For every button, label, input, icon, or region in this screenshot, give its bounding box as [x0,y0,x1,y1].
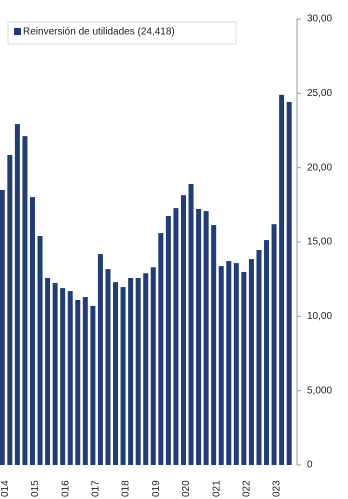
bar [279,94,285,465]
bar [173,208,179,465]
legend-swatch [14,28,21,35]
bar [37,236,43,465]
bar [143,273,149,465]
bar [0,189,5,465]
y-tick-label: 15,00 [307,237,332,248]
bar [7,155,13,465]
bar [75,299,81,465]
bar [286,101,292,466]
y-tick-label: 30,00 [307,14,332,25]
x-tick-label: 017 [91,480,102,497]
x-tick-label: 021 [211,480,222,497]
bar [248,259,254,465]
x-tick-label: 023 [272,480,283,497]
bar [264,240,270,465]
x-tick-label: 016 [60,480,71,497]
bar [188,184,194,465]
y-tick-label: 10,00 [307,311,332,322]
bar [150,267,156,465]
y-tick-label: 20,00 [307,162,332,173]
bar [135,277,141,465]
bar [241,272,247,465]
bar [82,297,88,465]
bar [196,208,202,465]
bar [52,283,58,465]
y-tick-label: 5,000 [307,385,332,396]
bar [218,266,224,465]
y-tick-label: 25,00 [307,88,332,99]
x-tick-label: 019 [151,480,162,497]
y-tick-label: 0 [307,460,313,471]
bar [67,291,73,465]
bar [29,197,35,465]
bar [105,269,111,465]
bar [203,211,209,465]
bar [180,195,186,466]
bar [14,124,20,465]
bar [256,250,262,465]
bar [271,224,277,465]
bar [113,282,119,465]
bar [165,215,171,465]
x-tick-label: 018 [121,480,132,497]
x-tick-label: 022 [242,480,253,497]
x-tick-label: 020 [181,480,192,497]
x-tick-label: 015 [30,480,41,497]
bar [45,277,51,465]
legend-label: Reinversión de utilidades (24,418) [23,27,175,38]
bar [226,261,232,465]
bar [60,288,66,465]
bar [211,225,217,465]
bar [120,287,126,465]
bar [128,277,134,465]
bar [97,254,103,465]
bar [90,305,96,465]
legend-box [7,21,237,45]
x-tick-label: 014 [0,480,11,497]
bar [233,263,239,465]
bar [22,136,28,465]
bar [158,233,164,465]
